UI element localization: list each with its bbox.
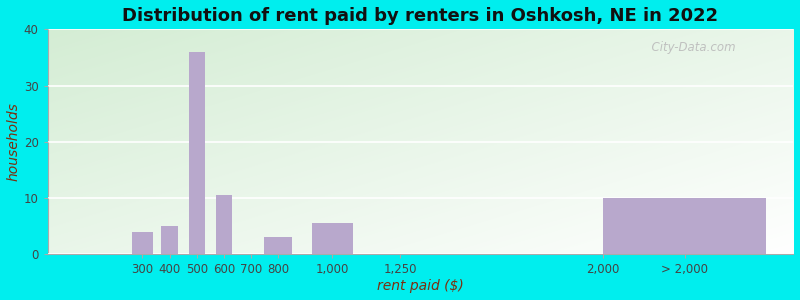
X-axis label: rent paid ($): rent paid ($) <box>377 279 464 293</box>
Bar <box>162 226 178 254</box>
Y-axis label: households: households <box>7 102 21 181</box>
Bar <box>132 232 154 254</box>
Title: Distribution of rent paid by renters in Oshkosh, NE in 2022: Distribution of rent paid by renters in … <box>122 7 718 25</box>
Bar <box>216 195 232 254</box>
Bar <box>265 237 291 254</box>
Bar <box>603 198 766 254</box>
Text: City-Data.com: City-Data.com <box>644 40 735 53</box>
Bar <box>189 52 205 254</box>
Bar <box>312 223 353 254</box>
